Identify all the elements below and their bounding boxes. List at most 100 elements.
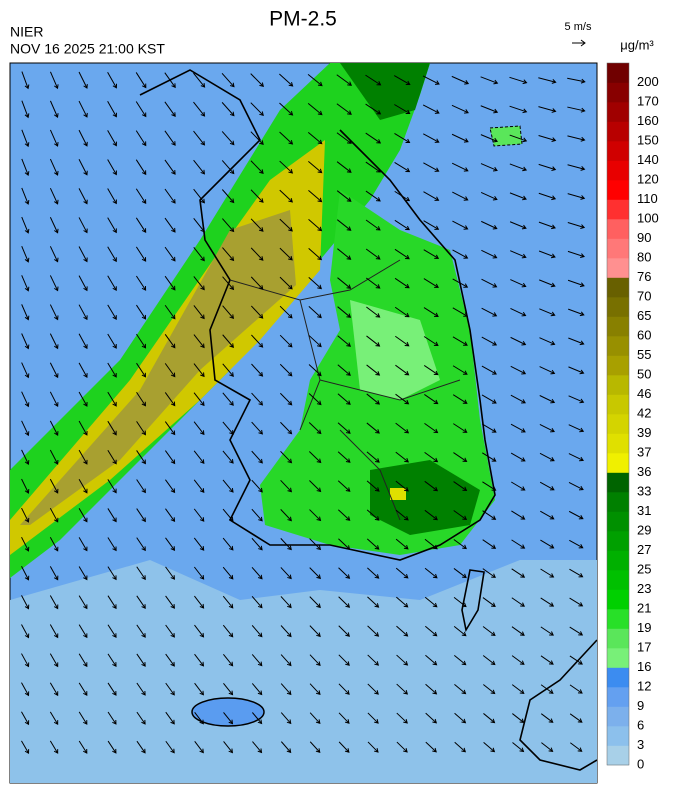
- wind-arrow: [49, 566, 59, 581]
- wind-arrow: [365, 103, 382, 115]
- colorbar-label: 76: [637, 269, 651, 284]
- wind-arrow: [424, 451, 439, 463]
- wind-arrow: [136, 682, 146, 696]
- wind-arrow: [222, 218, 235, 233]
- wind-arrow: [193, 130, 206, 146]
- wind-arrow: [423, 307, 439, 317]
- wind-arrow: [194, 653, 205, 667]
- colorbar-frame: [606, 62, 630, 766]
- wind-arrow: [221, 72, 235, 88]
- wind-arrow: [425, 683, 438, 695]
- wind-arrow: [222, 392, 234, 406]
- colorbar-label: 50: [637, 366, 651, 381]
- wind-arrow: [222, 334, 234, 348]
- wind-arrow: [135, 130, 147, 147]
- wind-arrow: [21, 362, 30, 379]
- wind-arrow: [49, 537, 59, 552]
- wind-arrow: [250, 160, 264, 174]
- wind-arrow: [78, 304, 88, 321]
- wind-arrow: [280, 450, 293, 464]
- wind-arrow: [452, 365, 468, 375]
- wind-arrow: [136, 537, 146, 552]
- wind-arrow: [309, 683, 321, 696]
- wind-arrow: [135, 159, 147, 176]
- wind-arrow: [367, 741, 379, 753]
- wind-arrow: [280, 538, 292, 551]
- colorbar-label: 27: [637, 542, 651, 557]
- wind-arrow: [365, 74, 382, 86]
- wind-arrow: [21, 536, 30, 552]
- wind-arrow: [510, 250, 527, 259]
- wind-arrow: [396, 741, 408, 753]
- wind-arrow: [509, 76, 528, 85]
- wind-arrow: [308, 160, 323, 174]
- colorbar-label: 70: [637, 288, 651, 303]
- wind-arrow: [135, 72, 147, 89]
- wind-arrow: [194, 741, 204, 754]
- colorbar-swatch: [607, 472, 629, 493]
- japan-coast: [519, 639, 598, 771]
- wind-arrow: [21, 71, 30, 90]
- wind-arrow: [49, 71, 59, 90]
- wind-arrow: [540, 510, 555, 520]
- colorbar-swatch: [607, 511, 629, 532]
- wind-arrow: [279, 305, 293, 319]
- colorbar-swatch: [607, 375, 629, 395]
- wind-arrow: [78, 159, 88, 176]
- wind-arrow: [280, 509, 292, 522]
- wind-arrow: [509, 192, 527, 201]
- colorbar-label: 42: [637, 405, 651, 420]
- colorbar-swatch: [607, 589, 629, 610]
- wind-arrow: [49, 624, 59, 639]
- wind-arrow: [21, 653, 30, 668]
- wind-arrow: [280, 625, 292, 638]
- wind-arrow: [338, 683, 350, 695]
- wind-arrow: [481, 336, 498, 346]
- wind-arrow: [49, 420, 59, 436]
- wind-arrow: [136, 595, 146, 609]
- wind-arrow: [453, 510, 468, 521]
- colorbar-swatch: [607, 433, 629, 454]
- wind-arrow: [21, 100, 30, 119]
- wind-arrow: [164, 130, 176, 146]
- wind-arrow: [222, 421, 234, 435]
- wind-arrow: [337, 480, 351, 492]
- wind-arrow: [222, 276, 235, 291]
- wind-arrow: [336, 74, 353, 86]
- wind-arrow: [308, 335, 322, 348]
- colorbar-label: 33: [637, 483, 651, 498]
- wind-arrow: [395, 451, 410, 463]
- wind-arrow: [78, 595, 88, 610]
- wind-arrow: [251, 334, 264, 348]
- wind-arrow: [136, 711, 146, 725]
- wind-arrow: [539, 366, 556, 375]
- wind-arrow: [309, 712, 321, 725]
- wind-arrow: [424, 480, 439, 492]
- wind-arrow: [424, 567, 438, 579]
- wind-arrow: [21, 391, 30, 408]
- wind-arrow: [567, 222, 586, 229]
- wind-arrow: [482, 452, 497, 462]
- colorbar-label: 25: [637, 561, 651, 576]
- map: [9, 62, 598, 784]
- wind-arrow: [568, 510, 584, 520]
- wind-arrow: [78, 449, 88, 465]
- wind-arrow: [569, 655, 583, 665]
- wind-arrow: [21, 478, 30, 494]
- wind-arrow: [107, 595, 117, 610]
- wind-arrow: [511, 684, 525, 694]
- wind-arrow: [279, 73, 294, 87]
- wind-arrow: [193, 392, 205, 407]
- wind-arrow: [394, 306, 410, 318]
- wind-arrow: [394, 133, 411, 144]
- colorbar-label: 3: [637, 737, 644, 752]
- colorbar-swatch: [607, 726, 629, 746]
- wind-arrow: [107, 246, 117, 263]
- colorbar-label: 80: [637, 249, 651, 264]
- colorbar-label: 37: [637, 444, 651, 459]
- wind-arrow: [424, 625, 438, 637]
- wind-arrow: [395, 567, 409, 579]
- wind-arrow: [394, 248, 410, 260]
- wind-arrow: [78, 246, 88, 263]
